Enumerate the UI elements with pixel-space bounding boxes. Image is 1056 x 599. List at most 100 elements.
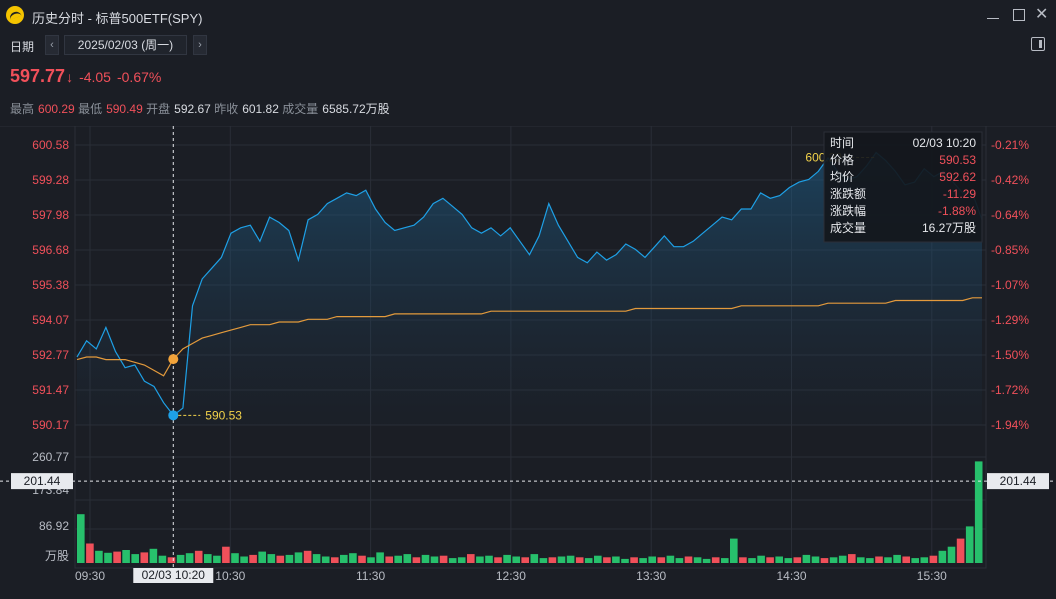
volume-value: 6585.72万股 <box>322 102 390 116</box>
volume-bar <box>448 558 457 563</box>
volume-bar <box>213 555 221 563</box>
volume-bar <box>639 558 647 563</box>
volume-bar <box>430 556 439 563</box>
volume-bar <box>884 557 892 563</box>
volume-bar <box>176 554 185 563</box>
volume-bar <box>303 550 312 563</box>
volume-tick-label: 万股 <box>45 549 69 563</box>
date-picker-field[interactable]: 2025/02/03 (周一) <box>64 35 187 55</box>
volume-bar <box>86 543 94 563</box>
average-price-marker <box>168 354 179 365</box>
volume-bar <box>784 558 793 563</box>
volume-bar <box>485 555 493 563</box>
volume-bar <box>621 558 629 563</box>
price-tick-label: 596.68 <box>32 243 69 257</box>
percent-tick-label: -0.42% <box>991 173 1029 187</box>
volume-bar <box>575 557 584 563</box>
volume-bar <box>385 556 393 563</box>
volume-bar <box>775 556 783 563</box>
volume-bar <box>838 555 847 563</box>
open-label: 开盘 <box>146 102 171 116</box>
volume-bar <box>721 558 729 563</box>
volume-bar <box>829 557 838 563</box>
tooltip-label: 均价 <box>830 170 854 184</box>
intraday-chart[interactable]: 600.58 -0.21% 599.28 -0.42% 597.98 -0.64% 596.… <box>0 126 1056 599</box>
close-icon[interactable]: ✕ <box>1035 6 1049 23</box>
volume-bar <box>866 558 874 563</box>
volume-bar <box>684 556 693 563</box>
tooltip-label: 涨跌幅 <box>830 203 866 218</box>
window-title: 历史分时 - 标普500ETF(SPY) <box>32 11 203 26</box>
volume-bar <box>331 557 339 563</box>
volume-bar <box>149 548 158 563</box>
prev-close-label: 昨收 <box>214 102 239 116</box>
volume-bar <box>802 554 811 563</box>
time-tick-label: 12:30 <box>496 569 526 583</box>
volume-bar <box>403 554 412 563</box>
volume-bar <box>766 557 774 563</box>
high-label: 最高 <box>10 102 35 116</box>
percent-tick-label: -1.07% <box>991 278 1029 292</box>
volume-bar <box>630 557 638 563</box>
time-tick-label: 10:30 <box>215 569 245 583</box>
crosshair-volume-label-right: 201.44 <box>1000 474 1037 488</box>
volume-bar <box>875 556 883 563</box>
maximize-icon[interactable] <box>1009 5 1029 25</box>
volume-bar <box>276 555 285 563</box>
tooltip-value: 590.53 <box>939 153 976 167</box>
volume-bar <box>476 556 484 563</box>
volume-bar <box>811 556 820 563</box>
volume-bar <box>530 554 539 563</box>
prev-day-button[interactable]: ‹ <box>45 35 59 55</box>
volume-bar <box>294 552 303 563</box>
percent-tick-label: -1.72% <box>991 383 1029 397</box>
volume-bar <box>902 556 910 563</box>
volume-bar <box>612 556 620 563</box>
percent-tick-label: -0.85% <box>991 243 1029 257</box>
volume-bar <box>249 554 257 563</box>
volume-bar <box>730 538 738 563</box>
volume-bar <box>376 552 384 563</box>
next-day-button[interactable]: › <box>193 35 207 55</box>
volume-bar <box>657 557 666 563</box>
volume-bar <box>820 558 829 563</box>
minimize-icon[interactable] <box>983 5 1003 25</box>
volume-bar <box>222 546 230 563</box>
date-bar: 日期 ‹ 2025/02/03 (周一) › <box>0 31 1056 60</box>
volume-bar <box>666 555 675 563</box>
volume-bar <box>675 558 684 563</box>
app-logo-icon <box>6 6 24 24</box>
price-tick-label: 594.07 <box>32 313 69 327</box>
volume-bar <box>421 554 430 563</box>
volume-bar <box>929 555 938 563</box>
price-tick-label: 590.17 <box>32 418 69 432</box>
tooltip-value: -11.29 <box>943 187 976 201</box>
volume-bar <box>539 558 548 563</box>
volume-bar <box>693 557 702 563</box>
volume-bar <box>258 551 266 563</box>
low-value: 590.49 <box>106 102 143 116</box>
volume-bar <box>848 554 856 563</box>
time-tick-label: 09:30 <box>75 569 105 583</box>
volume-bar <box>312 554 321 563</box>
price-tick-label: 591.47 <box>32 383 69 397</box>
average-price-line <box>76 297 982 377</box>
tooltip-value: 02/03 10:20 <box>913 136 977 150</box>
tooltip-value: -1.88% <box>938 204 976 218</box>
price-marker-label: 590.53 <box>205 408 242 422</box>
volume-bar <box>104 552 112 563</box>
volume-bar <box>603 557 611 563</box>
percent-tick-label: -0.21% <box>991 138 1029 152</box>
crosshair-time-label: 02/03 10:20 <box>142 568 206 582</box>
volume-bar <box>340 554 348 563</box>
volume-bar <box>113 551 121 563</box>
volume-bar <box>911 558 919 563</box>
last-price: 597.77 <box>10 66 66 86</box>
side-panel-toggle-icon[interactable] <box>1031 37 1045 51</box>
price-tick-label: 595.38 <box>32 278 69 292</box>
volume-bar <box>95 550 103 563</box>
volume-bar <box>757 555 765 563</box>
price-tick-label: 599.28 <box>32 173 69 187</box>
crosshair-volume-badge-left <box>11 473 73 490</box>
volume-bar <box>956 538 965 563</box>
